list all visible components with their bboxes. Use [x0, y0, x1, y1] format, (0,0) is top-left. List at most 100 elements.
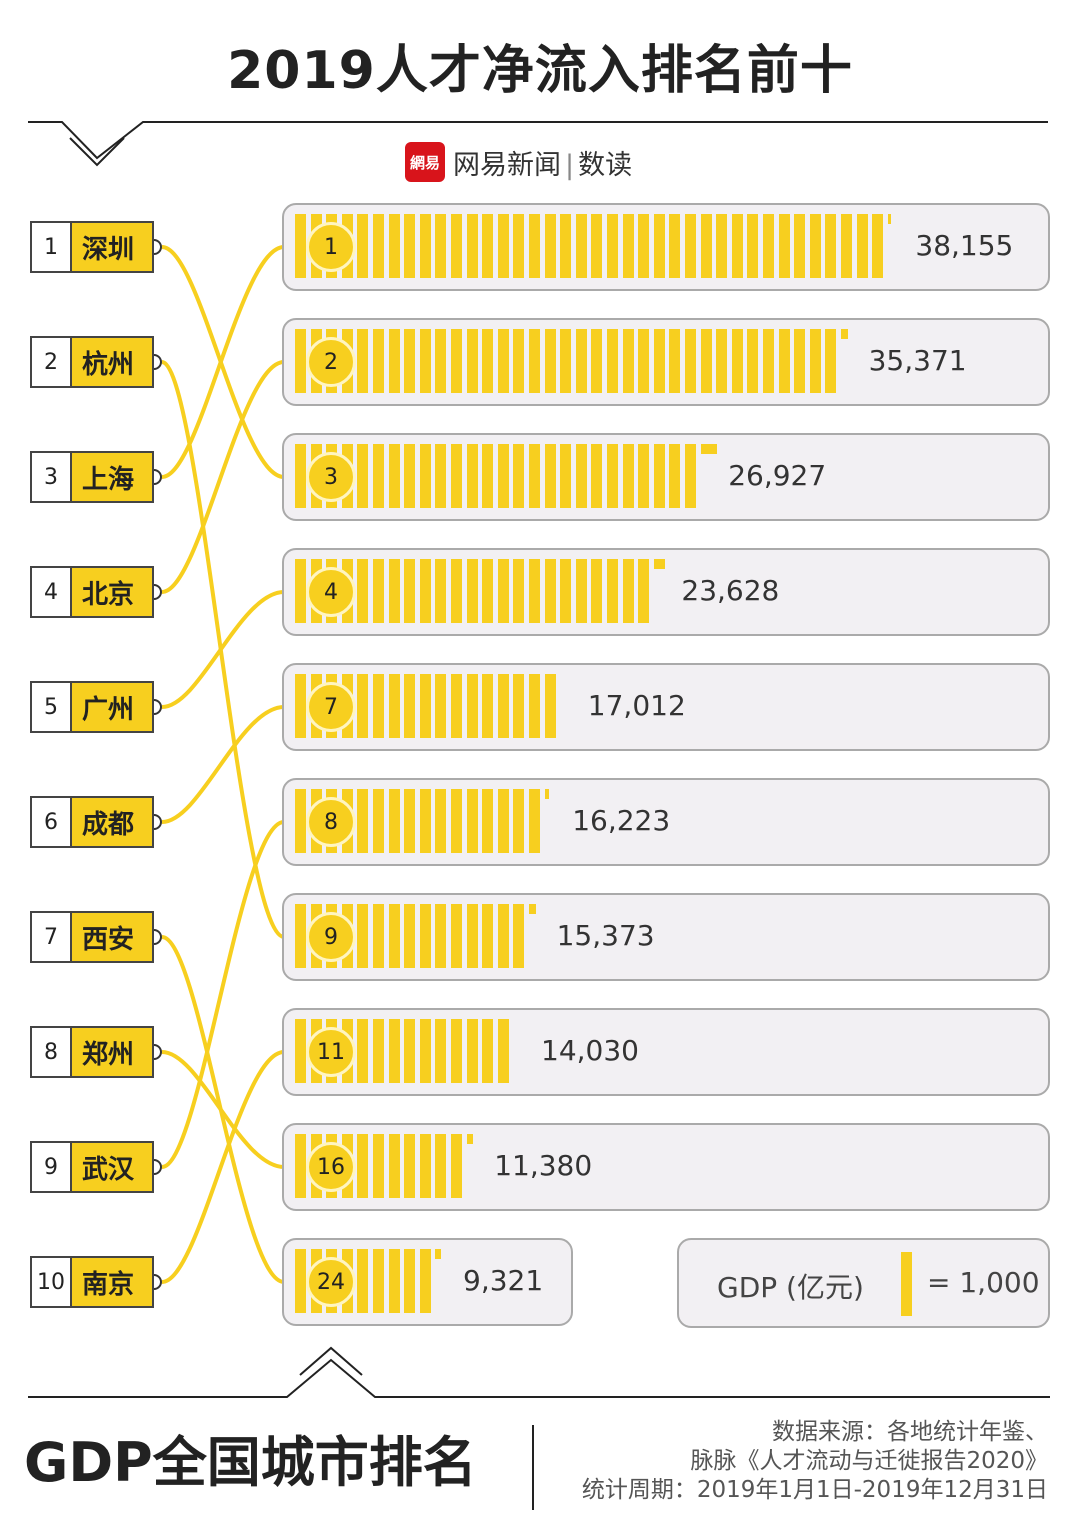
- gdp-bar-segment: [731, 214, 743, 278]
- city-name: 武汉: [72, 1143, 152, 1191]
- gdp-bar-segment: [466, 1019, 478, 1083]
- gdp-bar-segment: [529, 674, 540, 738]
- gdp-bar-segment: [575, 214, 587, 278]
- gdp-bar-segment: [685, 444, 696, 508]
- gdp-bar-segment: [404, 329, 416, 393]
- gdp-bar-segment: [638, 214, 650, 278]
- gdp-bar-segment: [295, 444, 306, 508]
- gdp-bar-segment: [373, 674, 384, 738]
- gdp-bar-segment: [794, 329, 806, 393]
- gdp-bar-segment: [451, 214, 462, 278]
- gdp-bar-segment: [373, 1249, 384, 1313]
- gdp-bar-segment: [747, 329, 759, 393]
- gdp-bar-segment: [404, 214, 416, 278]
- gdp-bar-segment: [513, 444, 525, 508]
- talent-rank: 2: [32, 338, 72, 386]
- gdp-bar-segment: [419, 789, 431, 853]
- rank-link-line: [161, 360, 285, 594]
- gdp-bar-segment: [295, 559, 306, 623]
- gdp-bar-segment: [841, 329, 848, 339]
- gdp-bar-segment: [685, 214, 696, 278]
- gdp-bar-segment: [466, 214, 478, 278]
- gdp-bar-segment: [435, 904, 447, 968]
- gdp-rank-badge: 3: [306, 452, 356, 502]
- gdp-value-label: 15,373: [556, 919, 655, 952]
- gdp-bar-segment: [419, 559, 431, 623]
- brand-name: 网易新闻: [453, 149, 561, 181]
- gdp-bar-segment: [388, 444, 400, 508]
- gdp-bar-segment: [357, 444, 369, 508]
- gdp-value-label: 38,155: [915, 229, 1014, 262]
- gdp-bar-segment: [419, 444, 431, 508]
- gdp-bar-segment: [482, 789, 494, 853]
- talent-rank: 7: [32, 913, 72, 961]
- gdp-bar-segment: [357, 789, 369, 853]
- gdp-bar-segment: [747, 214, 759, 278]
- gdp-bar-segment: [622, 559, 634, 623]
- gdp-bar-segment: [653, 214, 665, 278]
- talent-rank: 10: [32, 1258, 72, 1306]
- gdp-value-label: 16,223: [572, 804, 671, 837]
- gdp-bar-segment: [513, 904, 525, 968]
- city-name: 成都: [72, 798, 152, 846]
- gdp-bar-segment: [419, 1134, 431, 1198]
- gdp-bar-segment: [388, 904, 400, 968]
- gdp-bar-segment: [575, 329, 587, 393]
- gdp-bar-segment: [373, 1134, 384, 1198]
- gdp-bar-segment: [357, 674, 369, 738]
- gdp-bar-segment: [295, 214, 306, 278]
- gdp-bar-segment: [357, 1134, 369, 1198]
- gdp-bar-segment: [451, 559, 462, 623]
- gdp-bar-segment: [466, 329, 478, 393]
- gdp-bar-segment: [357, 1249, 369, 1313]
- gdp-bar-segment: [295, 904, 306, 968]
- period: 统计周期：2019年1月1日-2019年12月31日: [581, 1477, 1048, 1503]
- gdp-bar-segment: [669, 444, 681, 508]
- gdp-bar-segment: [466, 674, 478, 738]
- gdp-bar-segment: [404, 559, 416, 623]
- city-name: 西安: [72, 913, 152, 961]
- gdp-bar-segment: [435, 674, 447, 738]
- rank-link-line: [161, 245, 285, 479]
- gdp-bar-segment: [357, 329, 369, 393]
- gdp-bar-segment: [778, 214, 790, 278]
- gdp-bar-segment: [700, 214, 712, 278]
- gdp-bar-segment: [529, 904, 536, 914]
- gdp-bar-segment: [513, 559, 525, 623]
- talent-rank: 5: [32, 683, 72, 731]
- gdp-bar-segment: [607, 214, 618, 278]
- gdp-bar-segment: [373, 789, 384, 853]
- legend-unit-text: = 1,000: [927, 1266, 1040, 1299]
- footer-title: GDP全国城市排名: [24, 1431, 477, 1494]
- gdp-bar-segment: [435, 329, 447, 393]
- gdp-bar-segment: [529, 559, 540, 623]
- gdp-bar-segment: [466, 559, 478, 623]
- gdp-bar-segment: [404, 789, 416, 853]
- gdp-bar-segment: [560, 444, 572, 508]
- gdp-bar-segment: [451, 789, 462, 853]
- gdp-bar-segment: [466, 789, 478, 853]
- city-box: 4 北京: [30, 566, 154, 618]
- gdp-value-label: 11,380: [494, 1149, 593, 1182]
- city-box: 3 上海: [30, 451, 154, 503]
- gdp-rank-badge: 7: [306, 682, 356, 732]
- gdp-bar-segment: [482, 674, 494, 738]
- city-name: 深圳: [72, 223, 152, 271]
- gdp-bar-segment: [841, 214, 852, 278]
- gdp-bar-segment: [763, 329, 774, 393]
- gdp-bar-segment: [872, 214, 884, 278]
- gdp-bar-segment: [451, 1134, 462, 1198]
- gdp-bar-segment: [497, 789, 509, 853]
- gdp-bar-segment: [388, 1249, 400, 1313]
- gdp-bar-segment: [591, 329, 603, 393]
- city-name: 广州: [72, 683, 152, 731]
- gdp-bar-segment: [544, 444, 556, 508]
- gdp-bar-segment: [451, 904, 462, 968]
- gdp-bar-segment: [388, 674, 400, 738]
- gdp-bar-segment: [435, 1134, 447, 1198]
- gdp-bar-segment: [482, 904, 494, 968]
- gdp-rank-badge: 16: [306, 1142, 356, 1192]
- gdp-bar-segment: [591, 214, 603, 278]
- gdp-bar-segment: [513, 789, 525, 853]
- gdp-bar-segment: [716, 329, 728, 393]
